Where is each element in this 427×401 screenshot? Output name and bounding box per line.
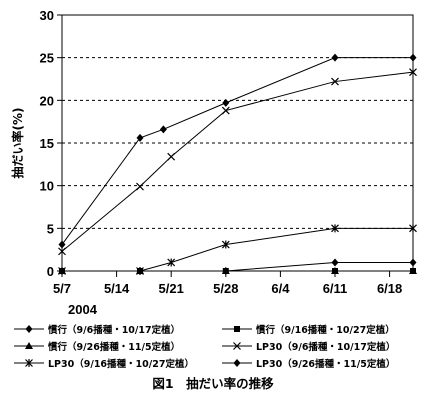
data-point-asterisk [409,224,417,233]
data-point-diamond [222,98,230,107]
data-point-asterisk [167,258,176,267]
data-point-x [136,182,144,191]
y-axis-title: 抽だい率(%) [10,108,25,179]
data-point-diamond [58,240,66,249]
legend: 慣行（9/6播種・10/17定植） 慣行（9/16播種・10/27定植） 慣行（9/… [14,324,395,370]
data-point-diamond [331,53,339,62]
series-line [61,71,414,252]
y-tick-label: 10 [40,179,54,194]
data-point-x [409,68,417,77]
data-point-x [331,77,339,86]
x-tick-label: 5/28 [213,281,238,296]
data-point-diamond [409,258,417,267]
legend-entry: LP30（9/6播種・10/17定植） [222,341,395,353]
data-point-asterisk [221,240,230,249]
series-line [62,261,413,272]
x-year-label: 2004 [68,302,98,317]
data-point-diamond [331,258,339,267]
legend-entry: LP30（9/26播種・11/5定植） [222,358,395,370]
legend-label: 慣行（9/6播種・10/17定植） [47,324,180,336]
series-layer [58,53,417,275]
data-point-diamond [159,125,167,134]
figure-caption: 図1 抽だい率の推移 [152,376,274,391]
series-line [62,227,413,272]
legend-label: LP30（9/6播種・10/17定植） [256,341,395,353]
legend-entry: 慣行（9/26播種・11/5定植） [14,341,180,353]
data-point-diamond [222,267,230,275]
y-tick-label: 5 [47,221,54,236]
x-tick-label: 6/11 [323,281,348,296]
data-point-diamond [136,133,144,142]
series-line [61,57,413,245]
data-point-asterisk [25,359,33,367]
legend-label: LP30（9/16播種・10/27定植） [48,358,194,370]
x-tick-label: 5/7 [53,281,71,296]
x-tick-label: 5/14 [104,281,130,296]
series-4 [58,68,417,256]
data-point-diamond [136,267,144,275]
legend-entry: LP30（9/16播種・10/27定植） [14,358,194,370]
series-1 [58,53,417,249]
data-point-x [58,247,66,256]
data-point-diamond [409,53,417,62]
x-tick-label: 6/4 [271,281,290,296]
x-tick-label: 5/21 [159,281,184,296]
series-5 [58,224,417,275]
data-point-diamond [58,267,66,275]
data-point-triangle [409,267,417,274]
y-tick-label: 0 [47,264,54,279]
data-point-square [234,326,240,332]
y-tick-label: 15 [40,136,54,151]
legend-label: LP30（9/26播種・11/5定植） [256,358,395,370]
axes: 0 5 10 15 20 25 30 5/7 5/14 5/21 5/28 6/4 6/11 6/18 抽だ… [10,8,414,296]
gridlines [62,57,413,229]
data-point-x [233,342,241,350]
data-point-triangle [331,267,339,274]
y-tick-label: 20 [40,93,54,108]
data-point-diamond [25,325,33,333]
data-point-x [221,106,230,115]
data-point-diamond [233,359,241,367]
y-tick-label: 30 [40,8,54,23]
series-6 [58,258,417,275]
legend-label: 慣行（9/16播種・10/27定植） [255,324,395,336]
legend-entry: 慣行（9/16播種・10/27定植） [222,324,395,336]
data-point-asterisk [331,224,339,233]
data-point-x [167,152,176,161]
legend-entry: 慣行（9/6播種・10/17定植） [14,324,180,336]
data-point-triangle [25,342,33,349]
legend-label: 慣行（9/26播種・11/5定植） [47,341,180,353]
y-tick-label: 25 [40,51,54,66]
x-tick-label: 6/18 [377,281,402,296]
